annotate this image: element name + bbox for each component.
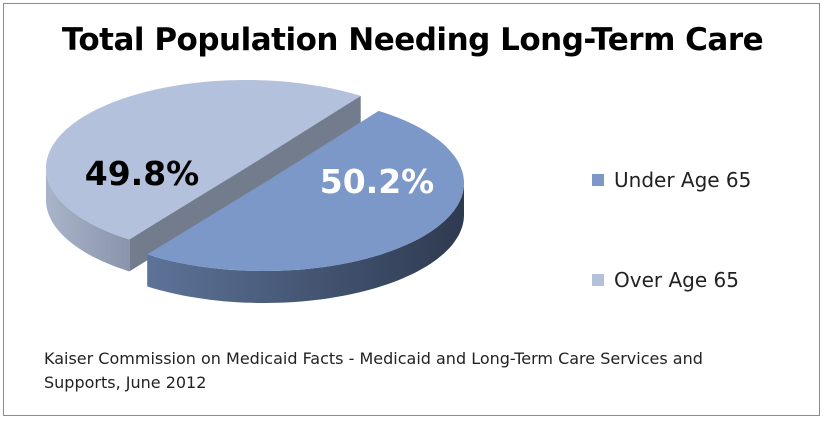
pie-slice-side <box>46 168 130 272</box>
legend-item-under-65: Under Age 65 <box>592 168 751 192</box>
pie-slice-side <box>147 183 464 303</box>
chart-frame <box>3 3 820 416</box>
pie-slice-under-65 <box>147 110 464 272</box>
source-note: Kaiser Commission on Medicaid Facts - Me… <box>44 349 703 392</box>
legend-item-over-65: Over Age 65 <box>592 268 739 292</box>
legend-swatch <box>592 274 604 286</box>
legend-swatch <box>592 174 604 186</box>
legend-label: Over Age 65 <box>614 268 739 292</box>
data-label: 49.8% <box>85 154 200 193</box>
pie-slice-over-65 <box>46 80 361 240</box>
chart-title: Total Population Needing Long-Term Care <box>61 22 764 58</box>
pie-slice-cut-face <box>129 95 361 272</box>
legend-label: Under Age 65 <box>614 168 752 192</box>
data-label: 50.2% <box>320 162 435 201</box>
